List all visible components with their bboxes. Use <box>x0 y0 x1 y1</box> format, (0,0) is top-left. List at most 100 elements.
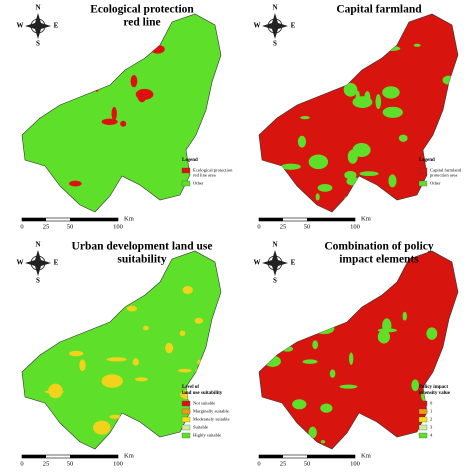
compass-label: W <box>17 259 24 267</box>
legend-title: Policy impact <box>419 385 448 390</box>
compass-label: E <box>54 22 59 30</box>
scale-bar-fill <box>259 218 283 221</box>
compass-ring <box>30 255 46 271</box>
land-patch <box>120 120 127 127</box>
land-patch <box>300 71 305 82</box>
compass-ring <box>267 18 283 34</box>
legend-label: Suitable <box>193 425 208 430</box>
legend-label: Other <box>193 181 204 186</box>
land-patch <box>299 86 317 99</box>
land-patch <box>388 174 397 188</box>
land-patch <box>377 328 397 333</box>
land-patch <box>411 379 420 392</box>
land-patch <box>49 59 62 64</box>
land-patch <box>398 134 408 142</box>
legend-swatch <box>418 180 428 187</box>
compass-label: N <box>272 4 277 12</box>
legend-label: Highly suitable <box>193 433 221 438</box>
map-title: Combination of policy <box>324 241 434 253</box>
land-patch <box>382 106 403 118</box>
scale-unit: Km <box>124 215 134 222</box>
land-patch <box>42 99 64 105</box>
compass-label: E <box>291 22 296 30</box>
compass-rose <box>262 250 288 276</box>
land-patch <box>143 325 149 331</box>
land-patch <box>279 280 286 288</box>
land-patch <box>372 277 389 290</box>
scale-label: 50 <box>304 460 311 467</box>
legend-title: Legend <box>419 158 435 163</box>
map-title: Ecological protection <box>90 4 194 16</box>
legend-swatch <box>418 167 428 174</box>
legend-swatch <box>418 408 428 415</box>
land-patch <box>300 115 310 120</box>
land-patch <box>126 305 138 312</box>
land-patch <box>346 177 361 186</box>
legend-label: Moderately suitable <box>193 417 230 422</box>
legend-label: 2 <box>430 417 433 422</box>
legend-title: intensity value <box>419 391 451 396</box>
land-patch <box>263 42 280 55</box>
scale-label: 100 <box>113 223 123 230</box>
land-patch <box>442 75 455 85</box>
land-patch <box>277 338 296 343</box>
legend-label: 0 <box>430 401 433 406</box>
land-patch <box>413 43 421 47</box>
land-patch <box>271 299 285 310</box>
compass-label: E <box>291 259 296 267</box>
scale-label: 50 <box>304 223 311 230</box>
land-patch <box>109 414 122 419</box>
scale-label: 25 <box>43 460 50 467</box>
compass-label: N <box>35 4 40 12</box>
land-patch <box>352 96 373 108</box>
scale-bar-fill <box>22 455 46 458</box>
land-patch <box>266 298 273 306</box>
map-title: Urban development land use <box>72 241 213 253</box>
scale-bar-fill <box>70 455 118 458</box>
region <box>258 13 459 213</box>
land-patch <box>446 111 452 120</box>
legend-label: Marginally suitable <box>193 409 229 414</box>
land-patch <box>382 86 400 99</box>
land-patch <box>302 359 318 364</box>
land-patch <box>264 355 281 367</box>
land-patch <box>362 196 379 210</box>
legend-label: Other <box>430 181 441 186</box>
compass-label: S <box>273 40 277 48</box>
land-patch <box>377 330 391 344</box>
land-patch <box>402 311 407 321</box>
scale-label: 50 <box>67 223 74 230</box>
legend-label: 3 <box>430 425 433 430</box>
map-panel: Capital farmland N S E W Legend Capital farmla… <box>254 4 462 231</box>
land-patch <box>270 80 284 96</box>
land-patch <box>182 285 193 295</box>
land-patch <box>207 366 218 374</box>
scale-bar-fill <box>307 455 355 458</box>
legend-title: land use suitability <box>182 391 223 396</box>
land-patch <box>315 193 320 201</box>
land-patch <box>367 20 378 29</box>
land-patch <box>332 270 346 277</box>
land-patch <box>329 369 336 378</box>
land-patch <box>165 342 174 354</box>
land-patch <box>116 298 128 308</box>
land-patch <box>297 135 307 148</box>
land-patch <box>379 33 392 39</box>
legend-label: red line area <box>193 173 216 178</box>
land-patch <box>101 296 113 300</box>
compass-label: E <box>54 259 59 267</box>
land-patch <box>314 322 335 335</box>
land-patch <box>197 359 203 365</box>
region <box>21 13 222 213</box>
legend-label: Capital farmland <box>430 168 462 173</box>
land-patch <box>359 171 379 177</box>
legend-label: 4 <box>430 433 433 438</box>
compass-rose <box>262 13 288 39</box>
compass-label: S <box>36 277 40 285</box>
land-patch <box>384 46 401 52</box>
land-patch <box>177 368 192 373</box>
scale-unit: Km <box>124 452 134 459</box>
land-patch <box>364 427 371 436</box>
